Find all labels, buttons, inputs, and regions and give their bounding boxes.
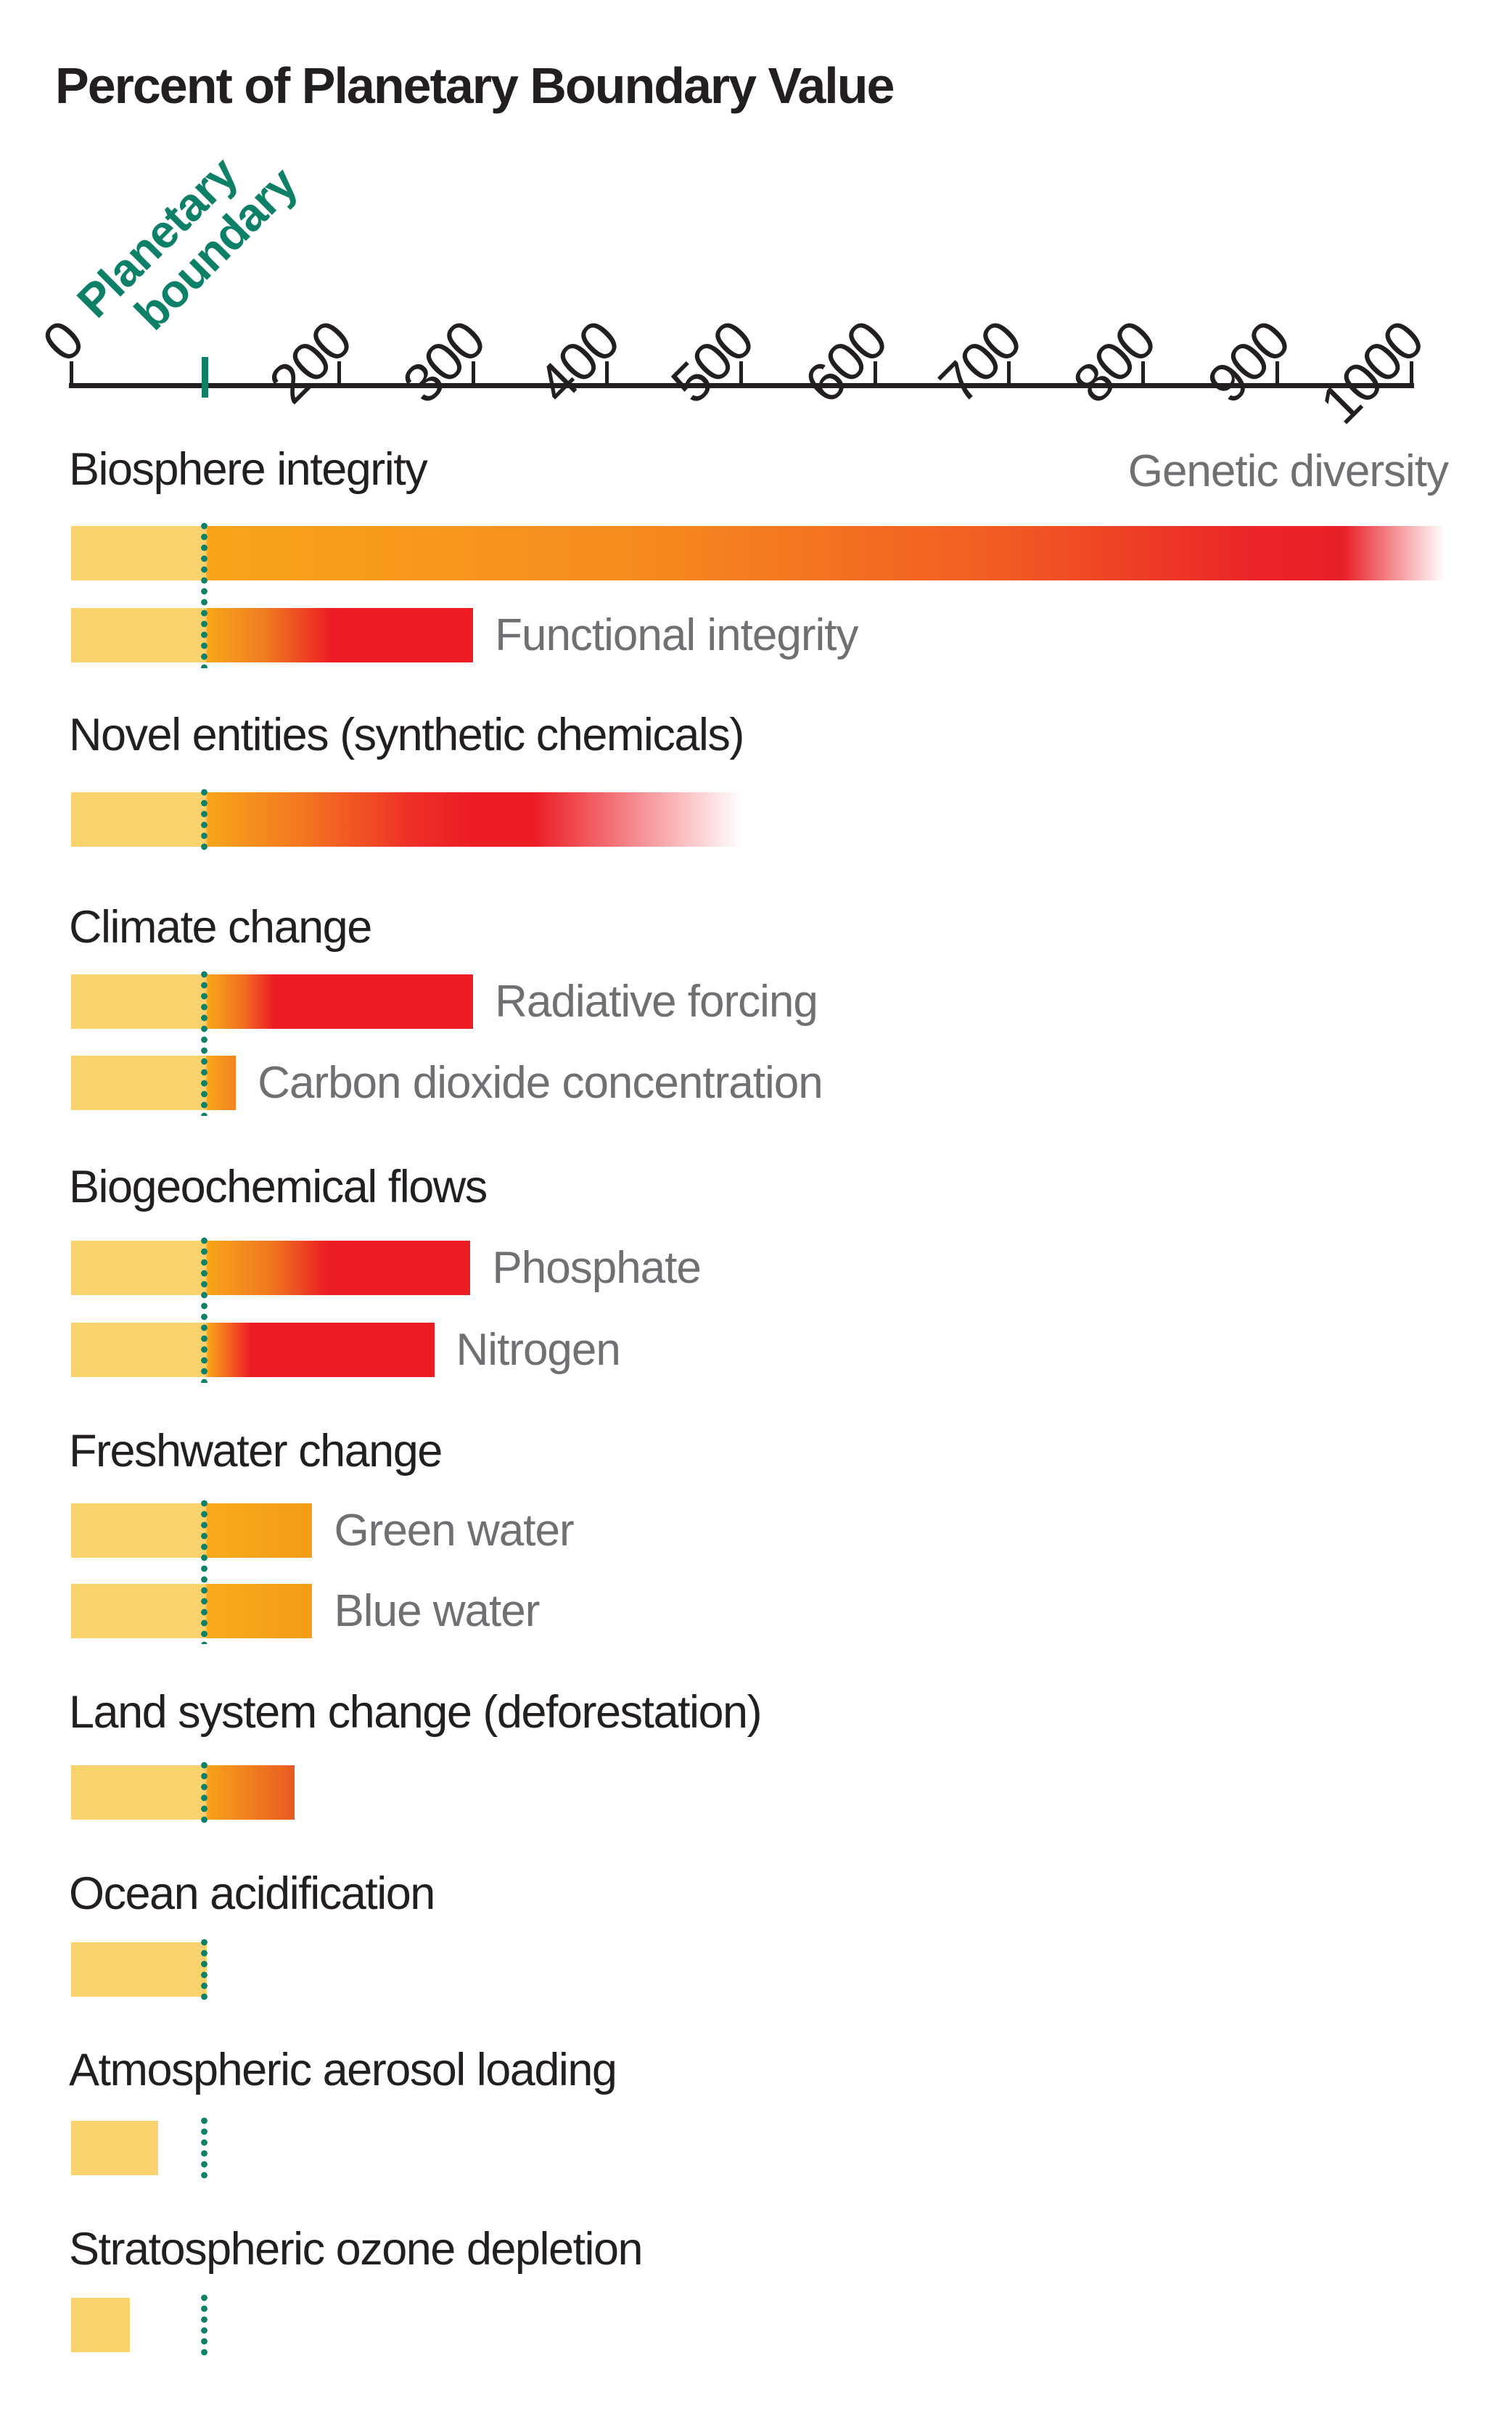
category-label-stratospheric-ozone-depletion: Stratospheric ozone depletion <box>69 2224 644 2275</box>
bar-label-carbon-dioxide-concentration: Carbon dioxide concentration <box>258 1058 823 1108</box>
axis-tick-200 <box>337 361 341 383</box>
bar-genetic-diversity <box>71 526 1445 580</box>
bar-stratospheric-ozone-depletion <box>71 2298 131 2352</box>
bar-phosphate <box>71 1241 471 1295</box>
axis-tick-700 <box>1007 361 1011 383</box>
planetary-boundary-label: Planetary boundary <box>67 123 307 361</box>
boundary-dotted-line-ocean-acidification <box>201 1937 208 2003</box>
bar-nitrogen <box>71 1323 435 1377</box>
bar-label-genetic-diversity: Genetic diversity <box>1127 446 1449 496</box>
axis-tick-300 <box>471 361 475 383</box>
category-label-freshwater-change: Freshwater change <box>69 1426 443 1476</box>
axis-tick-label-500: 500 <box>659 309 765 416</box>
category-label-ocean-acidification: Ocean acidification <box>69 1868 435 1919</box>
bar-label-phosphate: Phosphate <box>492 1243 701 1293</box>
category-label-climate-change: Climate change <box>69 902 372 953</box>
bar-label-nitrogen: Nitrogen <box>456 1325 621 1375</box>
bar-land-system-change-deforestation <box>71 1765 295 1820</box>
bar-ocean-acidification <box>71 1942 207 1997</box>
axis-tick-label-0: 0 <box>30 309 95 374</box>
axis-tick-label-700: 700 <box>927 309 1033 416</box>
category-label-biosphere-integrity: Biosphere integrity <box>69 444 428 495</box>
axis-tick-900 <box>1275 361 1279 383</box>
axis-tick-label-800: 800 <box>1061 309 1167 416</box>
axis-tick-500 <box>739 361 743 383</box>
bar-novel-entities-synthetic-chemicals <box>71 792 741 847</box>
bar-label-functional-integrity: Functional integrity <box>495 610 858 660</box>
boundary-tick <box>202 357 209 398</box>
axis-tick-label-300: 300 <box>391 309 497 416</box>
boundary-dotted-line-atmospheric-aerosol-loading <box>201 2116 208 2181</box>
boundary-dotted-line-climate-change <box>201 969 208 1116</box>
axis-baseline <box>69 383 1414 388</box>
boundary-dotted-line-biogeochemical-flows <box>201 1236 208 1383</box>
category-label-atmospheric-aerosol-loading: Atmospheric aerosol loading <box>69 2045 617 2095</box>
axis-tick-label-200: 200 <box>257 309 363 416</box>
chart-title: Percent of Planetary Boundary Value <box>55 57 895 114</box>
boundary-dotted-line-biosphere-integrity <box>201 521 208 668</box>
axis-tick-0 <box>69 361 73 383</box>
bar-atmospheric-aerosol-loading <box>71 2121 159 2175</box>
boundary-dotted-line-stratospheric-ozone-depletion <box>201 2293 208 2358</box>
axis-tick-1000 <box>1409 361 1413 383</box>
boundary-dotted-line-novel-entities-synthetic-chemicals <box>201 787 208 853</box>
bar-carbon-dioxide-concentration <box>71 1056 237 1110</box>
axis-tick-label-900: 900 <box>1195 309 1302 416</box>
bar-radiative-forcing <box>71 974 474 1029</box>
category-label-novel-entities-synthetic-chemicals: Novel entities (synthetic chemicals) <box>69 710 744 760</box>
bar-label-green-water: Green water <box>334 1506 574 1556</box>
bar-label-radiative-forcing: Radiative forcing <box>495 977 818 1027</box>
axis-tick-600 <box>873 361 877 383</box>
axis-tick-800 <box>1141 361 1146 383</box>
bar-label-blue-water: Blue water <box>334 1586 540 1636</box>
axis-tick-label-600: 600 <box>793 309 900 416</box>
bar-green-water <box>71 1503 313 1558</box>
boundary-dotted-line-freshwater-change <box>201 1498 208 1644</box>
category-label-land-system-change-deforestation: Land system change (deforestation) <box>69 1687 763 1738</box>
bar-functional-integrity <box>71 608 474 662</box>
boundary-dotted-line-land-system-change-deforestation <box>201 1760 208 1825</box>
axis-tick-label-400: 400 <box>525 309 631 416</box>
bar-blue-water <box>71 1584 313 1638</box>
axis-tick-label-1000: 1000 <box>1308 309 1435 436</box>
category-label-biogeochemical-flows: Biogeochemical flows <box>69 1162 488 1212</box>
axis-tick-400 <box>605 361 609 383</box>
